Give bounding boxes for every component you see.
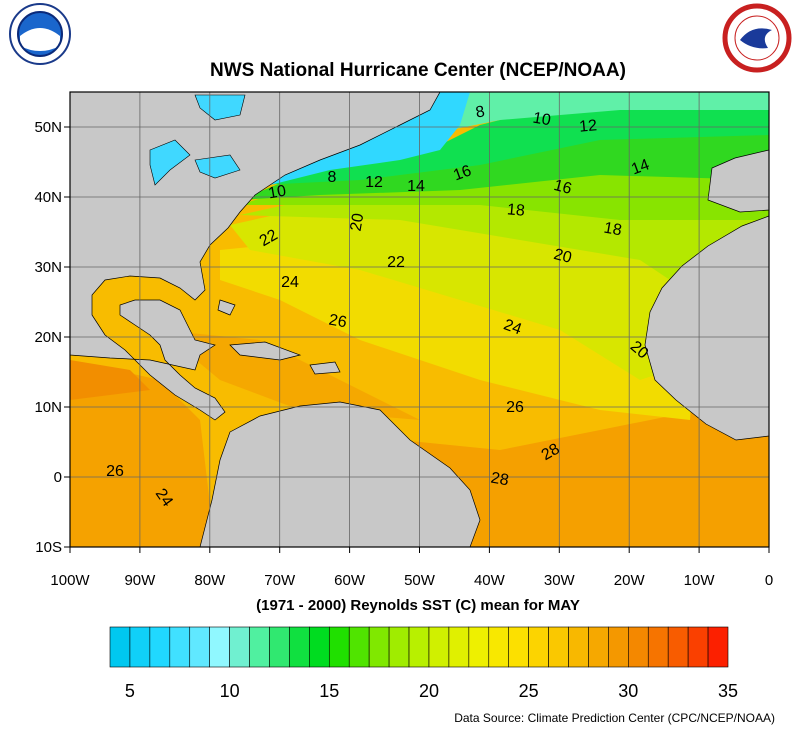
colorbar-swatch: [428, 626, 450, 668]
y-tick-label: 50N: [34, 119, 62, 136]
colorbar-swatch: [229, 626, 250, 668]
colorbar-swatch: [588, 626, 609, 668]
colorbar-swatch: [289, 626, 310, 668]
colorbar-swatch: [647, 626, 669, 668]
colorbar-swatch: [468, 626, 490, 668]
colorbar-tick-label: 15: [319, 681, 339, 701]
contour-label: 12: [579, 117, 598, 135]
colorbar-tick-label: 25: [519, 681, 539, 701]
colorbar-swatch: [528, 626, 549, 668]
x-tick-label: 80W: [194, 572, 226, 589]
contour-label: 26: [328, 312, 349, 332]
contour-label: 24: [501, 316, 524, 338]
colorbar-swatch: [149, 626, 171, 668]
contour-label: 16: [552, 177, 574, 198]
contour-label: 10: [267, 183, 288, 203]
contour-label: 22: [257, 226, 281, 250]
colorbar-swatch: [687, 626, 709, 668]
x-tick-label: 0: [765, 572, 773, 589]
y-tick-label: 10N: [34, 399, 62, 416]
colorbar-swatch: [508, 626, 529, 668]
colorbar-swatch: [309, 626, 330, 668]
y-tick-label: 10S: [35, 539, 62, 556]
y-tick-label: 30N: [34, 259, 62, 276]
x-tick-label: 50W: [404, 572, 436, 589]
x-tick-label: 60W: [334, 572, 366, 589]
colorbar-tick-label: 20: [419, 681, 439, 701]
colorbar-swatch: [488, 626, 510, 668]
x-tick-label: 100W: [50, 572, 90, 589]
contour-label: 18: [603, 220, 624, 240]
contour-label: 24: [281, 274, 299, 291]
colorbar-swatch: [408, 626, 430, 668]
contour-label: 28: [490, 470, 511, 490]
noaa-logo: [9, 3, 71, 65]
colorbar-tick-label: 5: [125, 681, 135, 701]
contour-label: 22: [387, 254, 405, 271]
colorbar-swatch: [209, 626, 230, 668]
contour-label: 12: [365, 174, 383, 191]
x-tick-label: 30W: [544, 572, 576, 589]
colorbar-swatch: [269, 626, 290, 668]
contour-label: 26: [106, 463, 124, 480]
y-tick-label: 40N: [34, 189, 62, 206]
contour-label: 14: [407, 178, 425, 195]
x-tick-label: 40W: [474, 572, 506, 589]
x-tick-label: 90W: [124, 572, 156, 589]
contour-label: 8: [328, 169, 337, 186]
colorbar-swatch: [189, 626, 210, 668]
colorbar-swatch: [448, 626, 470, 668]
colorbar-swatch: [348, 626, 370, 668]
contour-label: 28: [539, 440, 563, 464]
colorbar-swatch: [129, 626, 151, 668]
colorbar-swatch: [568, 626, 589, 668]
x-tick-label: 70W: [264, 572, 296, 589]
colorbar-swatch: [608, 626, 629, 668]
colorbar-tick-label: 30: [618, 681, 638, 701]
contour-label: 14: [629, 156, 652, 178]
x-tick-label: 10W: [684, 572, 716, 589]
colorbar-swatch: [388, 626, 410, 668]
colorbar-swatch: [109, 626, 131, 668]
contour-label: 26: [506, 399, 524, 416]
colorbar-swatch: [628, 626, 649, 668]
colorbar-swatch: [667, 626, 689, 668]
contour-label: 20: [348, 212, 368, 233]
contour-label: 8: [474, 103, 486, 121]
map-title: NWS National Hurricane Center (NCEP/NOAA…: [210, 60, 626, 81]
x-tick-label: 20W: [614, 572, 646, 589]
colorbar-swatch: [707, 626, 729, 668]
y-tick-label: 20N: [34, 329, 62, 346]
colorbar-tick-label: 10: [220, 681, 240, 701]
y-tick-label: 0: [54, 469, 62, 486]
colorbar-swatch: [548, 626, 569, 668]
data-source: Data Source: Climate Prediction Center (…: [454, 711, 775, 725]
colorbar: 5 10 15 20 25 30 35: [109, 626, 738, 701]
nws-logo: [722, 3, 792, 73]
colorbar-tick-label: 35: [718, 681, 738, 701]
contour-label: 16: [451, 162, 474, 184]
colorbar-swatch: [249, 626, 270, 668]
colorbar-swatch: [169, 626, 191, 668]
colorbar-swatch: [368, 626, 390, 668]
axis-labels: 100W 90W 80W 70W 60W 50W 40W 30W 20W 10W 0 50N 40N 30…: [34, 119, 773, 589]
contour-label: 20: [552, 246, 574, 267]
map-subtitle: (1971 - 2000) Reynolds SST (C) mean for …: [256, 597, 580, 614]
colorbar-swatch: [328, 626, 350, 668]
contour-label: 18: [506, 201, 525, 219]
contour-label: 10: [532, 110, 553, 130]
